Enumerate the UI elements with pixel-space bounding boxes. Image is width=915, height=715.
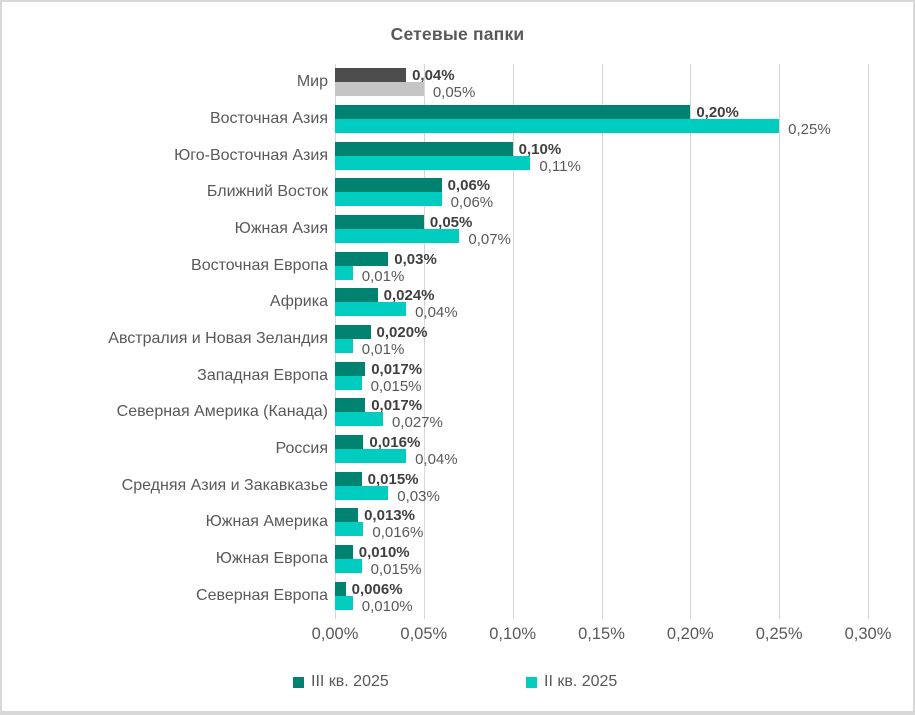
category-label: Северная Европа: [196, 586, 328, 604]
bar-q3-2025: [335, 288, 378, 303]
value-label-q3: 0,010%: [358, 544, 410, 561]
bar-q2-2025: [335, 119, 780, 133]
gridline: [512, 64, 514, 619]
category-label: Ближний Восток: [206, 183, 328, 201]
category-label: Северная Америка (Канада): [116, 403, 328, 421]
value-label-q3: 0,017%: [371, 397, 423, 415]
value-label-q3: 0,013%: [364, 507, 415, 525]
x-axis-tick-label: 0,20%: [666, 625, 714, 643]
value-label-q3: 0,024%: [383, 287, 435, 305]
value-label-q2: 0,03%: [397, 487, 440, 505]
legend-item-label: II кв. 2025: [544, 673, 618, 690]
bar-q3-2025: [335, 178, 442, 193]
x-axis-tick-label: 0,25%: [755, 625, 803, 643]
value-label-q2: 0,015%: [370, 377, 422, 395]
category-label: Австралия и Новая Зеландия: [108, 330, 328, 347]
gridline: [868, 64, 869, 619]
bar-q2-2025: [335, 412, 383, 427]
legend-item-q2-2025: II кв. 2025: [526, 671, 617, 693]
bar-q3-2025: [335, 251, 389, 266]
value-label-q2: 0,010%: [361, 597, 413, 615]
bar-q2-2025: [335, 302, 407, 317]
value-label-q3: 0,017%: [371, 360, 423, 378]
category-label: Юго-Восточная Азия: [174, 146, 328, 164]
value-label-q2: 0,05%: [432, 84, 476, 102]
x-axis-tick-label: 0,05%: [400, 625, 448, 643]
value-label-q3: 0,05%: [429, 214, 473, 231]
value-label-q2: 0,015%: [370, 561, 422, 578]
gridline: [423, 64, 425, 619]
bar-q3-2025: [335, 141, 513, 156]
bar-q2-2025: [335, 192, 442, 207]
bar-q2-2025: [335, 229, 460, 243]
category-label: Африка: [269, 293, 328, 311]
value-label-q3: 0,020%: [376, 324, 428, 341]
category-label: Мир: [296, 73, 328, 91]
bar-q3-2025: [335, 215, 424, 229]
value-label-q2: 0,04%: [415, 304, 458, 322]
value-label-q2: 0,016%: [372, 524, 424, 542]
bar-q2-2025: [335, 559, 362, 573]
bar-q3-2025: [335, 508, 359, 523]
category-label: Западная Европа: [197, 366, 328, 384]
category-label: Южная Америка: [205, 513, 328, 531]
bar-q3-2025: [335, 68, 407, 83]
bar-q3-2025: [335, 361, 366, 376]
value-label-q3: 0,10%: [518, 140, 562, 158]
bar-q3-2025: [335, 545, 353, 559]
bar-q2-2025: [335, 375, 362, 390]
bar-q2-2025: [335, 155, 531, 170]
bar-q2-2025: [335, 522, 364, 537]
gridline: [690, 64, 692, 619]
gridline: [601, 64, 603, 619]
bar-q3-2025: [335, 435, 364, 449]
value-label-q3: 0,03%: [394, 250, 437, 268]
value-label-q2: 0,01%: [361, 341, 405, 358]
value-label-q3: 0,20%: [696, 104, 739, 121]
legend-swatch-icon: [526, 676, 537, 688]
value-label-q2: 0,11%: [539, 157, 581, 175]
bar-q2-2025: [335, 339, 353, 353]
value-label-q3: 0,016%: [369, 434, 421, 451]
x-axis-tick-label: 0,30%: [844, 625, 892, 643]
legend: III кв. 2025 II кв. 2025: [2, 671, 913, 695]
category-label: Восточная Азия: [209, 110, 328, 127]
x-axis-tick-label: 0,10%: [489, 625, 537, 643]
bar-q2-2025: [335, 449, 407, 463]
value-label-q2: 0,04%: [415, 451, 458, 468]
category-label: Южная Азия: [234, 220, 328, 237]
x-axis-tick-label: 0,00%: [311, 625, 359, 643]
category-label: Восточная Европа: [191, 256, 328, 274]
bar-q2-2025: [335, 595, 353, 610]
category-label: Средняя Азия и Закавказье: [121, 476, 328, 494]
category-label: Южная Европа: [215, 550, 328, 567]
category-label: Россия: [275, 440, 328, 457]
chart-title: Сетевые папки: [390, 24, 525, 44]
bar-q2-2025: [335, 82, 424, 97]
legend-item-label: III кв. 2025: [311, 673, 389, 690]
value-label-q3: 0,04%: [412, 67, 455, 85]
value-label-q3: 0,015%: [367, 470, 419, 488]
plot-area: 0,04% 0,05% 0,20% 0,25% 0,10% 0,11% 0,06% 0,06%…: [335, 64, 869, 619]
bar-q3-2025: [335, 581, 346, 596]
value-label-q3: 0,006%: [351, 580, 403, 598]
bar-q3-2025: [335, 105, 691, 119]
value-label-q2: 0,25%: [788, 121, 831, 138]
bar-q2-2025: [335, 265, 353, 280]
value-label-q2: 0,06%: [450, 194, 494, 212]
value-label-q2: 0,01%: [361, 267, 405, 285]
bar-q2-2025: [335, 485, 389, 500]
x-axis-tick-label: 0,15%: [578, 625, 625, 643]
legend-item-q3-2025: III кв. 2025: [293, 671, 389, 693]
bar-q3-2025: [335, 398, 366, 413]
value-label-q3: 0,06%: [447, 177, 491, 195]
bar-q3-2025: [335, 471, 362, 486]
value-label-q2: 0,07%: [468, 231, 511, 248]
bar-q3-2025: [335, 325, 371, 339]
legend-swatch-icon: [293, 676, 304, 688]
value-label-q2: 0,027%: [391, 414, 443, 432]
gridline: [779, 64, 781, 619]
